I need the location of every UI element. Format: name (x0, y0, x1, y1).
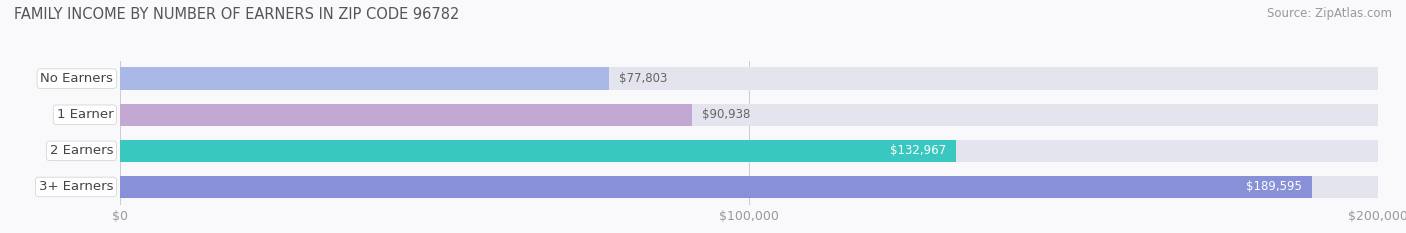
Text: 2 Earners: 2 Earners (49, 144, 114, 157)
Text: No Earners: No Earners (41, 72, 114, 85)
Bar (120, 103, 1378, 126)
Text: Source: ZipAtlas.com: Source: ZipAtlas.com (1267, 7, 1392, 20)
Text: $90,938: $90,938 (702, 108, 751, 121)
Bar (120, 140, 956, 162)
Bar (120, 67, 1378, 90)
Bar (120, 103, 692, 126)
Bar (120, 176, 1378, 198)
Bar (120, 67, 609, 90)
Text: 3+ Earners: 3+ Earners (39, 181, 114, 193)
Bar (120, 140, 1378, 162)
Bar (120, 176, 1312, 198)
Text: FAMILY INCOME BY NUMBER OF EARNERS IN ZIP CODE 96782: FAMILY INCOME BY NUMBER OF EARNERS IN ZI… (14, 7, 460, 22)
Text: $132,967: $132,967 (890, 144, 946, 157)
Text: $189,595: $189,595 (1247, 181, 1302, 193)
Text: 1 Earner: 1 Earner (56, 108, 114, 121)
Text: $77,803: $77,803 (619, 72, 668, 85)
